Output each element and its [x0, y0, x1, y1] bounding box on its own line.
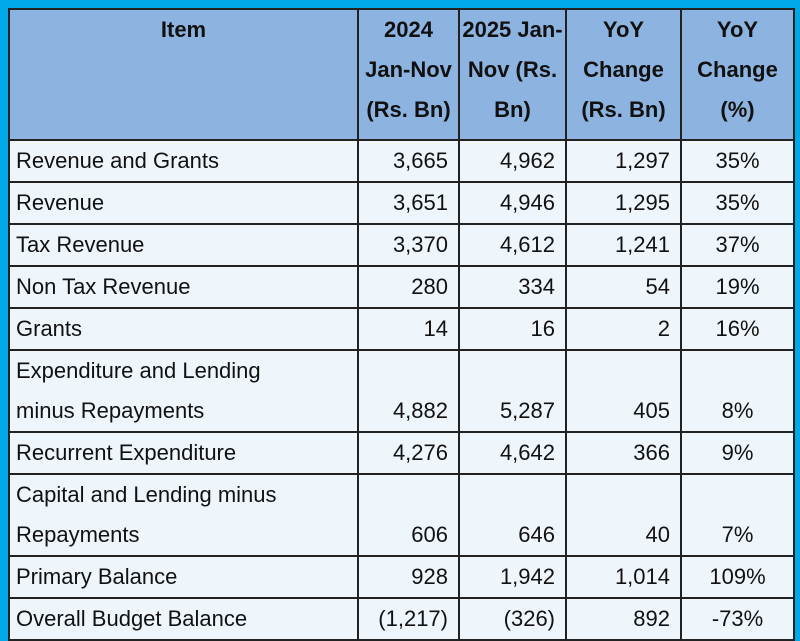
yoy-percent: 7%	[680, 473, 795, 557]
item-label: Revenue	[16, 190, 105, 215]
item-cell: Revenue and Grants	[8, 139, 359, 183]
yoy-percent: 37%	[680, 223, 795, 267]
value-2024: 928	[357, 555, 460, 599]
yoy-change: 40	[565, 473, 682, 557]
table-row: Non Tax Revenue 280 334 54 19%	[8, 265, 795, 309]
item-label: Capital and Lending minus	[16, 482, 277, 507]
header-item: Item	[8, 8, 359, 141]
table-row: Revenue 3,651 4,946 1,295 35%	[8, 181, 795, 225]
table-row: Capital and Lending minus Repayments 606 64…	[8, 473, 795, 557]
value-2025: 334	[458, 265, 567, 309]
header-row: Item 2024 Jan-Nov (Rs. Bn) 2025 Jan- Nov (R…	[8, 8, 795, 141]
item-label: minus Repayments	[16, 398, 205, 423]
value-2025: (326)	[458, 597, 567, 641]
table-row: Tax Revenue 3,370 4,612 1,241 37%	[8, 223, 795, 267]
yoy-percent: 35%	[680, 181, 795, 225]
value-2025: 4,946	[458, 181, 567, 225]
yoy-percent: -73%	[680, 597, 795, 641]
value-2024: 3,665	[357, 139, 460, 183]
item-label: Repayments	[16, 522, 140, 547]
yoy-change: 1,297	[565, 139, 682, 183]
yoy-change: 54	[565, 265, 682, 309]
item-cell: Capital and Lending minus Repayments	[8, 473, 359, 557]
yoy-percent: 16%	[680, 307, 795, 351]
value-2025: 16	[458, 307, 567, 351]
item-label: Tax Revenue	[16, 232, 145, 257]
value-2024: 3,370	[357, 223, 460, 267]
item-cell: Grants	[8, 307, 359, 351]
yoy-change: 1,014	[565, 555, 682, 599]
yoy-change: 366	[565, 431, 682, 475]
yoy-change: 1,295	[565, 181, 682, 225]
item-cell: Overall Budget Balance	[8, 597, 359, 641]
value-2024: 14	[357, 307, 460, 351]
item-label: Primary Balance	[16, 564, 178, 589]
yoy-percent: 109%	[680, 555, 795, 599]
yoy-change: 2	[565, 307, 682, 351]
item-label: Non Tax Revenue	[16, 274, 191, 299]
fiscal-table: Item 2024 Jan-Nov (Rs. Bn) 2025 Jan- Nov (R…	[8, 8, 795, 641]
table-row: Primary Balance 928 1,942 1,014 109%	[8, 555, 795, 599]
value-2024: 606	[357, 473, 460, 557]
value-2025: 4,612	[458, 223, 567, 267]
value-2025: 5,287	[458, 349, 567, 433]
value-2024: 4,882	[357, 349, 460, 433]
item-cell: Non Tax Revenue	[8, 265, 359, 309]
value-2025: 646	[458, 473, 567, 557]
header-2025: 2025 Jan- Nov (Rs. Bn)	[458, 8, 567, 141]
table-row: Grants 14 16 2 16%	[8, 307, 795, 351]
header-yoy-abs: YoY Change (Rs. Bn)	[565, 8, 682, 141]
table-row: Recurrent Expenditure 4,276 4,642 366 9%	[8, 431, 795, 475]
item-cell: Revenue	[8, 181, 359, 225]
value-2024: 4,276	[357, 431, 460, 475]
value-2024: (1,217)	[357, 597, 460, 641]
header-yoy-pct: YoY Change (%)	[680, 8, 795, 141]
yoy-percent: 35%	[680, 139, 795, 183]
item-label: Expenditure and Lending	[16, 358, 261, 383]
value-2025: 1,942	[458, 555, 567, 599]
item-cell: Recurrent Expenditure	[8, 431, 359, 475]
table-row: Overall Budget Balance (1,217) (326) 892 -73…	[8, 597, 795, 641]
item-label: Recurrent Expenditure	[16, 440, 237, 465]
item-cell: Tax Revenue	[8, 223, 359, 267]
item-cell: Primary Balance	[8, 555, 359, 599]
value-2025: 4,642	[458, 431, 567, 475]
value-2024: 3,651	[357, 181, 460, 225]
value-2025: 4,962	[458, 139, 567, 183]
value-2024: 280	[357, 265, 460, 309]
yoy-percent: 19%	[680, 265, 795, 309]
yoy-percent: 8%	[680, 349, 795, 433]
item-label: Overall Budget Balance	[16, 606, 248, 631]
yoy-change: 405	[565, 349, 682, 433]
yoy-percent: 9%	[680, 431, 795, 475]
table-row: Expenditure and Lending minus Repayments 4…	[8, 349, 795, 433]
item-label: Revenue and Grants	[16, 148, 220, 173]
yoy-change: 1,241	[565, 223, 682, 267]
yoy-change: 892	[565, 597, 682, 641]
item-label: Grants	[16, 316, 83, 341]
item-cell: Expenditure and Lending minus Repayments	[8, 349, 359, 433]
header-2024: 2024 Jan-Nov (Rs. Bn)	[357, 8, 460, 141]
table-row: Revenue and Grants 3,665 4,962 1,297 35%	[8, 139, 795, 183]
